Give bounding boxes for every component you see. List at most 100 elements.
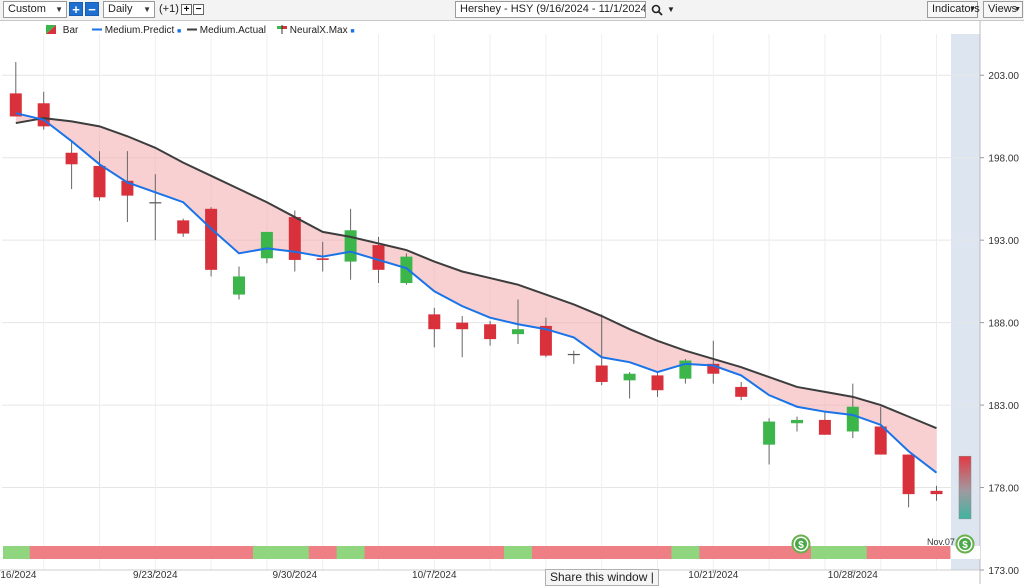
- candle-body: [735, 386, 748, 397]
- dividend-marker-label: $: [798, 540, 804, 551]
- offset-plus-button[interactable]: +: [181, 4, 192, 15]
- signal-cell: [392, 546, 421, 559]
- legend-label: NeuralX.Max: [289, 25, 348, 36]
- y-tick-label: 193.00: [988, 236, 1019, 247]
- signal-cell: [308, 546, 338, 559]
- signal-cell: [225, 546, 254, 559]
- signal-cell: [643, 546, 672, 559]
- offset-minus-button[interactable]: −: [193, 4, 204, 15]
- signal-cell: [3, 546, 31, 559]
- last-date-label: Nov.07: [927, 537, 955, 547]
- interval-select-value: Daily: [108, 3, 133, 15]
- chevron-down-icon[interactable]: ▼: [667, 5, 675, 14]
- signal-cell: [699, 546, 728, 559]
- legend-item-bar[interactable]: Bar: [46, 24, 78, 37]
- candle-body: [372, 245, 385, 270]
- share-label: Share this window: [550, 570, 648, 584]
- signal-cell: [531, 546, 561, 559]
- legend-item-neuralx-max[interactable]: NeuralX.Max ■: [277, 24, 355, 38]
- candle-body: [846, 406, 859, 432]
- candle-body: [567, 353, 580, 356]
- views-button[interactable]: Views ▼: [983, 1, 1023, 18]
- signal-cell: [866, 546, 896, 559]
- y-tick-label: 173.00: [988, 566, 1019, 577]
- candle-body: [456, 322, 469, 330]
- signal-cell: [113, 546, 142, 559]
- zoom-out-button[interactable]: −: [85, 2, 99, 16]
- candle-body: [595, 365, 608, 382]
- y-tick-label: 203.00: [988, 71, 1019, 82]
- medium-predict-line: [15, 112, 938, 474]
- bar-icon: [46, 25, 56, 34]
- signal-cell: [810, 546, 840, 559]
- signal-cell: [420, 546, 449, 559]
- signal-cell: [448, 546, 477, 559]
- chevron-down-icon: ▼: [969, 6, 976, 13]
- offset-label: (+1): [159, 3, 179, 15]
- y-tick-label: 178.00: [988, 484, 1019, 495]
- x-tick-label: 10/7/2024: [412, 570, 457, 581]
- candle-body: [37, 103, 50, 127]
- signal-cell: [894, 546, 924, 559]
- line-icon: [92, 28, 102, 31]
- medium-actual-line: [15, 117, 937, 430]
- settings-dot-icon[interactable]: ■: [177, 28, 182, 35]
- x-tick-label: 10/21/2024: [688, 570, 738, 581]
- symbol-field[interactable]: Hershey - HSY (9/16/2024 - 11/1/2024): [455, 1, 646, 18]
- indicators-label: Indicators: [932, 3, 980, 15]
- signal-cell: [197, 546, 226, 559]
- candle-body: [818, 419, 831, 435]
- neuralx-forecast-box: [958, 455, 972, 520]
- line-icon: [187, 28, 197, 31]
- candle-body: [874, 426, 887, 455]
- symbol-field-value: Hershey - HSY (9/16/2024 - 11/1/2024): [460, 3, 646, 15]
- y-tick-label: 183.00: [988, 401, 1019, 412]
- signal-cell: [504, 546, 533, 559]
- legend-item-medium-actual[interactable]: Medium.Actual: [187, 24, 266, 37]
- candle-body: [205, 208, 218, 270]
- toolbar: Custom ▼ + − Daily ▼ (+1) + − Hershey - …: [0, 0, 1024, 21]
- zoom-in-button[interactable]: +: [69, 2, 83, 16]
- candle-body: [623, 373, 636, 381]
- signal-cell: [252, 546, 282, 559]
- search-icon[interactable]: [651, 4, 663, 16]
- neuralx-icon: [277, 25, 287, 34]
- interval-select[interactable]: Daily ▼: [103, 1, 155, 18]
- range-select[interactable]: Custom ▼: [3, 1, 67, 18]
- dividend-marker-icon: [795, 538, 807, 550]
- signal-cell: [336, 546, 366, 559]
- signal-cell: [57, 546, 87, 559]
- legend-label: Medium.Actual: [199, 25, 266, 36]
- share-window-button[interactable]: Share this window |: [545, 569, 659, 586]
- candle-body: [539, 325, 552, 356]
- signal-cell: [727, 546, 756, 559]
- legend-label: Medium.Predict: [104, 25, 175, 36]
- candle-body: [316, 258, 329, 260]
- signal-cell: [559, 546, 589, 559]
- candle-body: [791, 419, 803, 424]
- signal-cell: [280, 546, 310, 559]
- legend-item-medium-predict[interactable]: Medium.Predict ■: [92, 24, 181, 38]
- y-tick-label: 198.00: [988, 154, 1019, 165]
- candle-body: [428, 314, 441, 330]
- signal-cell: [922, 546, 951, 559]
- signal-cell: [671, 546, 700, 559]
- signal-cell: [85, 546, 114, 559]
- signal-cell: [29, 546, 59, 559]
- candle-body: [651, 375, 664, 391]
- signal-cell: [169, 546, 198, 559]
- candle-body: [763, 421, 776, 445]
- candle-body: [707, 363, 720, 374]
- chevron-down-icon: ▼: [1014, 6, 1021, 13]
- dividend-marker-label: $: [962, 540, 968, 551]
- settings-dot-icon[interactable]: ■: [350, 28, 355, 35]
- y-tick-label: 188.00: [988, 319, 1019, 330]
- indicators-button[interactable]: Indicators ▼: [927, 1, 980, 18]
- candle-body: [65, 152, 78, 165]
- legend-label: Bar: [62, 25, 79, 36]
- candle-body: [121, 180, 134, 196]
- candle-body: [902, 454, 915, 495]
- candle-body: [260, 231, 273, 259]
- signal-cell: [476, 546, 505, 559]
